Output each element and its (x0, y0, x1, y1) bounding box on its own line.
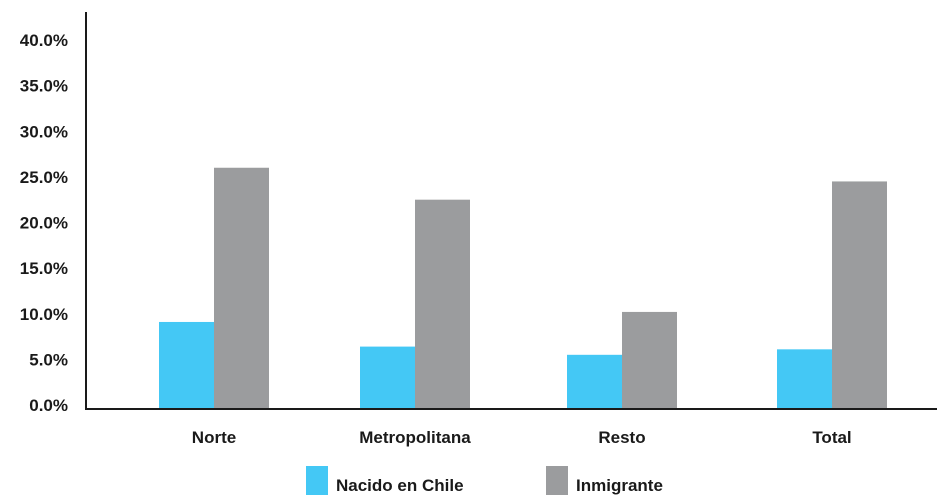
bar-resto-nacido-en-chile (567, 354, 622, 408)
y-tick-label: 30.0% (20, 122, 68, 141)
y-tick-label: 25.0% (20, 168, 68, 187)
y-axis-ticks: 0.0% 5.0% 10.0% 15.0% 20.0% 25.0% 30.0% 35.0% 40… (20, 31, 68, 415)
x-tick-label: Resto (598, 428, 645, 447)
legend: Nacido en Chile Inmigrante (306, 466, 663, 495)
bars (159, 167, 887, 408)
y-tick-label: 5.0% (29, 350, 68, 369)
bar-total-inmigrante (832, 181, 887, 408)
legend-label: Nacido en Chile (336, 476, 464, 495)
y-tick-label: 15.0% (20, 259, 68, 278)
x-axis-categories: Norte Metropolitana Resto Total (192, 428, 852, 447)
y-tick-label: 40.0% (20, 31, 68, 50)
x-tick-label: Metropolitana (359, 428, 471, 447)
bar-norte-nacido-en-chile (159, 321, 214, 408)
bar-resto-inmigrante (622, 311, 677, 408)
x-tick-label: Total (812, 428, 851, 447)
y-tick-label: 20.0% (20, 214, 68, 233)
y-tick-label: 10.0% (20, 305, 68, 324)
bar-norte-inmigrante (214, 167, 269, 408)
legend-swatch (546, 466, 568, 495)
bar-metropolitana-nacido-en-chile (360, 346, 415, 408)
x-tick-label: Norte (192, 428, 236, 447)
bar-total-nacido-en-chile (777, 349, 832, 408)
legend-label: Inmigrante (576, 476, 663, 495)
y-tick-label: 0.0% (29, 396, 68, 415)
y-tick-label: 35.0% (20, 77, 68, 96)
bar-metropolitana-inmigrante (415, 199, 470, 408)
legend-swatch (306, 466, 328, 495)
